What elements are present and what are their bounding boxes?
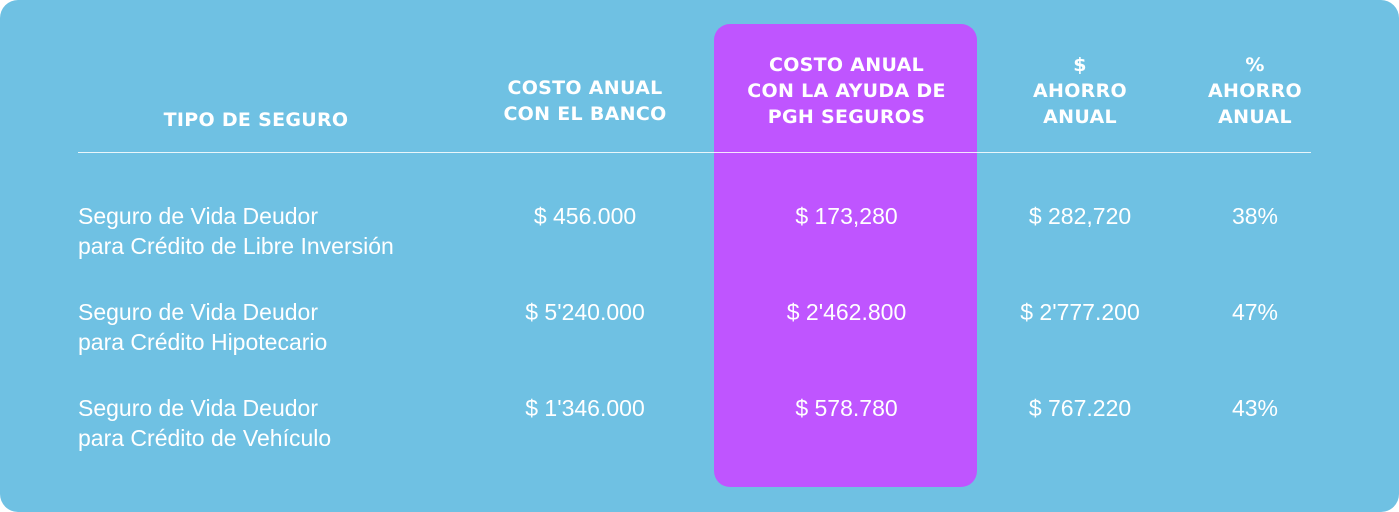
row-1-tipo: Seguro de Vida Deudor para Crédito de Li… — [78, 201, 394, 261]
row-1-pgh: $ 173,280 — [795, 203, 898, 229]
header-porcentaje-ahorro: % AHORRO ANUAL — [1185, 52, 1325, 130]
row-1-tipo-line-1: Seguro de Vida Deudor — [78, 203, 318, 229]
row-2-ahorro: $ 2'777.200 — [1020, 299, 1140, 325]
row-3-pgh: $ 578.780 — [795, 395, 898, 421]
row-2-tipo: Seguro de Vida Deudor para Crédito Hipot… — [78, 297, 327, 357]
row-1-pct: 38% — [1231, 203, 1279, 229]
row-2-banco: $ 5'240.000 — [525, 299, 645, 325]
row-2-tipo-line-1: Seguro de Vida Deudor — [78, 299, 318, 325]
header-pct-line-3: ANUAL — [1218, 106, 1292, 128]
header-ahorro-line-3: ANUAL — [1043, 106, 1117, 128]
header-divider — [78, 152, 1311, 153]
pgh-column-highlight — [714, 24, 977, 487]
header-pct-line-1: % — [1245, 54, 1265, 76]
row-1-ahorro: $ 282,720 — [1028, 203, 1132, 229]
header-banco-line-1: COSTO ANUAL — [507, 77, 663, 99]
header-ahorro-anual: $ AHORRO ANUAL — [1000, 52, 1160, 130]
row-3-tipo-line-2: para Crédito de Vehículo — [78, 425, 332, 451]
header-tipo-seguro: TIPO DE SEGURO — [120, 107, 392, 133]
header-pgh-line-1: COSTO ANUAL — [768, 54, 925, 76]
row-1-tipo-line-2: para Crédito de Libre Inversión — [78, 233, 394, 259]
row-2-tipo-line-2: para Crédito Hipotecario — [78, 329, 328, 355]
header-costo-banco: COSTO ANUAL CON EL BANCO — [465, 75, 705, 127]
row-2-pct: 47% — [1231, 299, 1279, 325]
header-ahorro-line-1: $ — [1073, 54, 1087, 76]
header-pct-line-2: AHORRO — [1208, 80, 1302, 102]
row-3-tipo-line-1: Seguro de Vida Deudor — [78, 395, 318, 421]
header-pgh-line-2: CON LA AYUDA DE — [747, 80, 946, 102]
row-2-pgh: $ 2'462.800 — [786, 299, 907, 325]
header-tipo-line-1: TIPO DE SEGURO — [163, 109, 349, 131]
row-3-pct: 43% — [1231, 395, 1279, 421]
row-3-banco: $ 1'346.000 — [525, 395, 645, 421]
row-1-banco: $ 456.000 — [533, 203, 637, 229]
row-3-ahorro: $ 767.220 — [1028, 395, 1132, 421]
header-costo-pgh: COSTO ANUAL CON LA AYUDA DE PGH SEGUROS — [714, 52, 979, 130]
header-ahorro-line-2: AHORRO — [1033, 80, 1127, 102]
row-3-tipo: Seguro de Vida Deudor para Crédito de Ve… — [78, 393, 331, 453]
header-banco-line-2: CON EL BANCO — [503, 103, 667, 125]
header-pgh-line-3: PGH SEGUROS — [767, 106, 926, 128]
